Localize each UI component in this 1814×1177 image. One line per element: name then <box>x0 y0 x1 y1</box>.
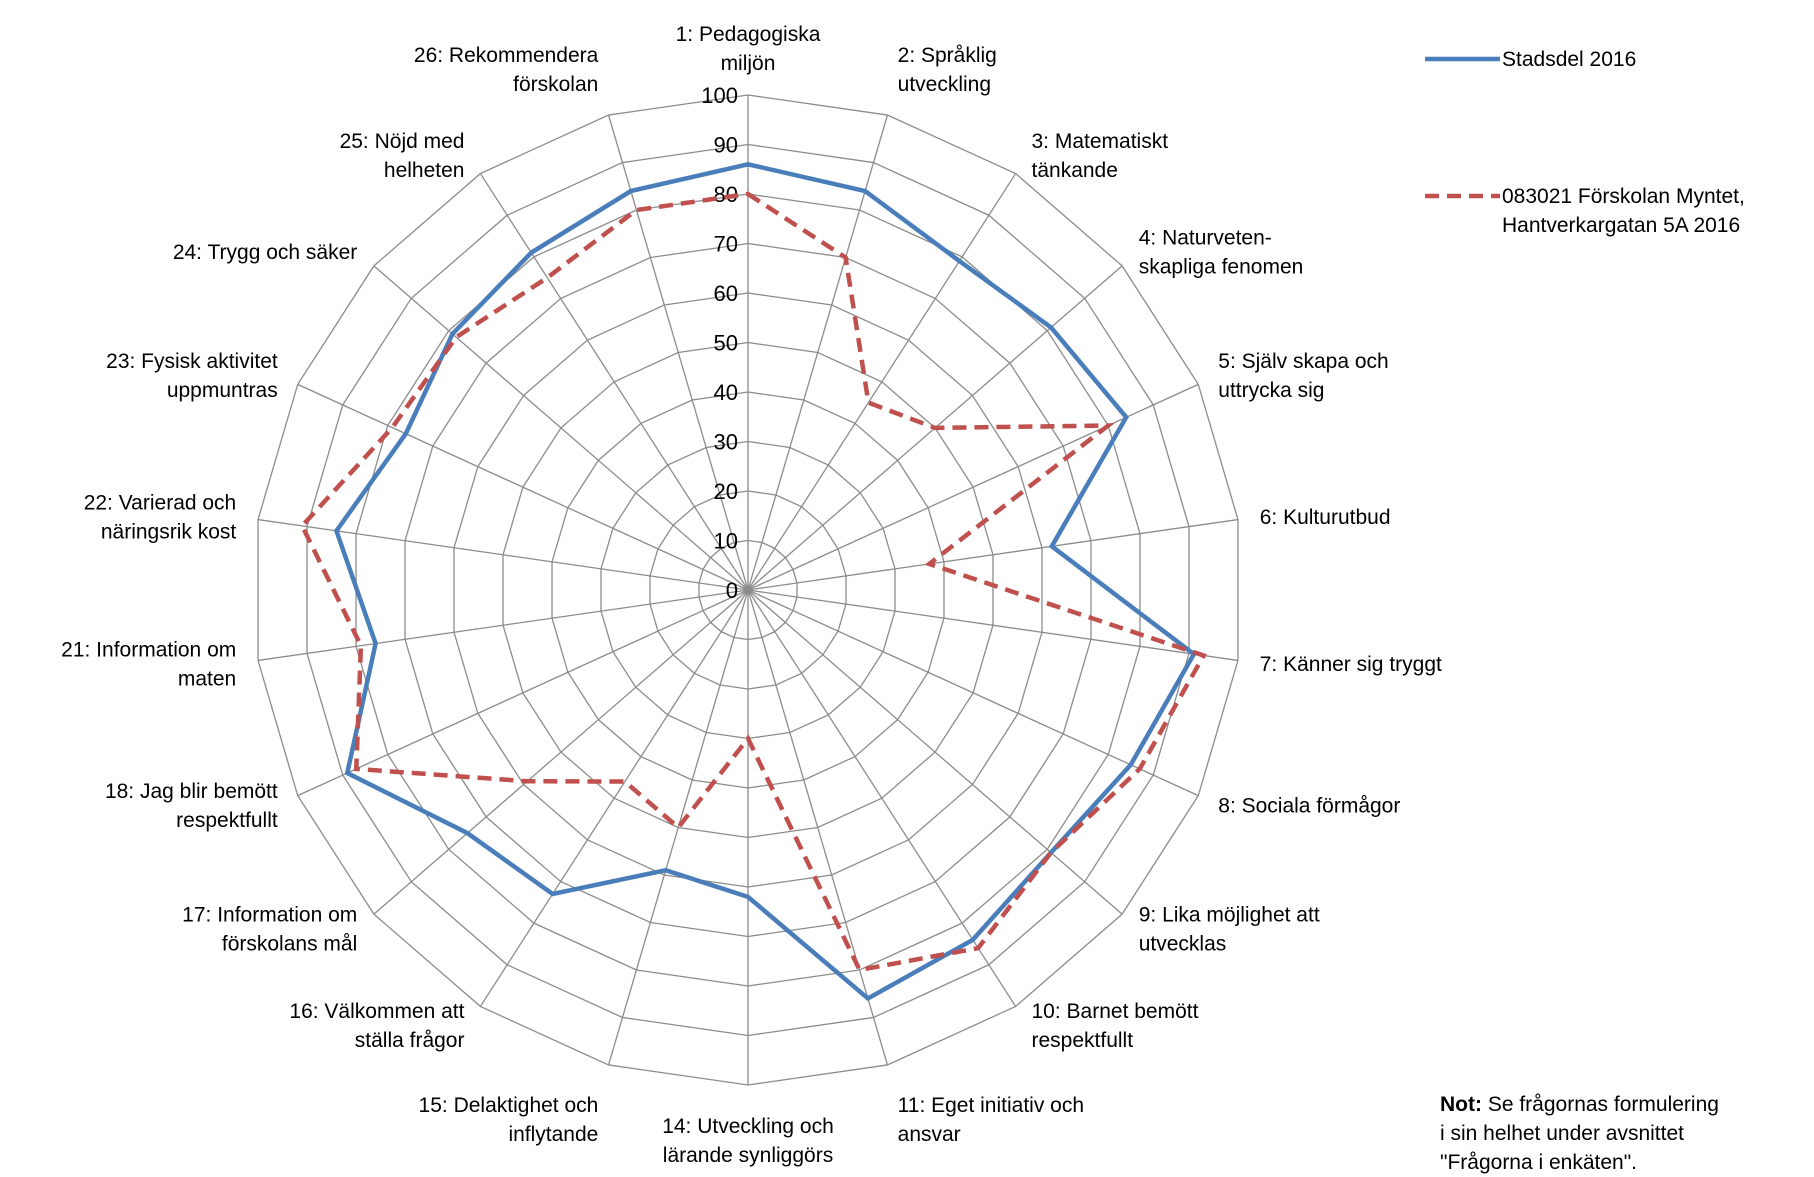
spoke-10 <box>748 590 1016 1006</box>
tick-label-40: 40 <box>714 380 738 405</box>
tick-label-70: 70 <box>714 232 738 257</box>
spoke-14 <box>480 590 748 1006</box>
spoke-5 <box>748 384 1198 590</box>
tick-label-90: 90 <box>714 133 738 158</box>
tick-label-60: 60 <box>714 281 738 306</box>
category-label-20: 24: Trygg och säker <box>173 241 357 264</box>
footnote-bold: Not: <box>1440 1093 1482 1116</box>
category-label-6: 6: Kulturutbud <box>1260 506 1391 529</box>
spoke-20 <box>374 266 748 590</box>
tick-label-20: 20 <box>714 479 738 504</box>
category-label-4: 4: Naturveten-skapliga fenomen <box>1139 226 1304 278</box>
series-line-1 <box>336 164 1193 998</box>
tick-label-50: 50 <box>714 331 738 356</box>
footnote-line-3: "Frågorna i enkäten". <box>1440 1151 1637 1174</box>
tick-label-0: 0 <box>726 578 738 603</box>
legend: Stadsdel 2016 083021 Förskolan Myntet,Han… <box>1425 48 1745 237</box>
category-label-8: 8: Sociala förmågor <box>1218 794 1400 817</box>
tick-label-100: 100 <box>701 83 738 108</box>
tick-label-30: 30 <box>714 430 738 455</box>
spoke-3 <box>748 174 1016 590</box>
footnote-line-1: Se frågornas formulering <box>1482 1093 1719 1116</box>
spoke-9 <box>748 590 1122 914</box>
spoke-11 <box>748 590 887 1065</box>
legend-label-1: Stadsdel 2016 <box>1502 48 1636 71</box>
spoke-21 <box>480 174 748 590</box>
spoke-15 <box>374 590 748 914</box>
tick-label-10: 10 <box>714 529 738 554</box>
footnote-line-2: i sin helhet under avsnittet <box>1440 1122 1684 1145</box>
legend-label-2: 083021 Förskolan Myntet,Hantverkargatan … <box>1502 185 1745 237</box>
spoke-2 <box>748 115 887 590</box>
category-label-7: 7: Känner sig tryggt <box>1260 653 1442 676</box>
footnote: Not: Se frågornas formulering i sin helh… <box>1440 1090 1814 1177</box>
